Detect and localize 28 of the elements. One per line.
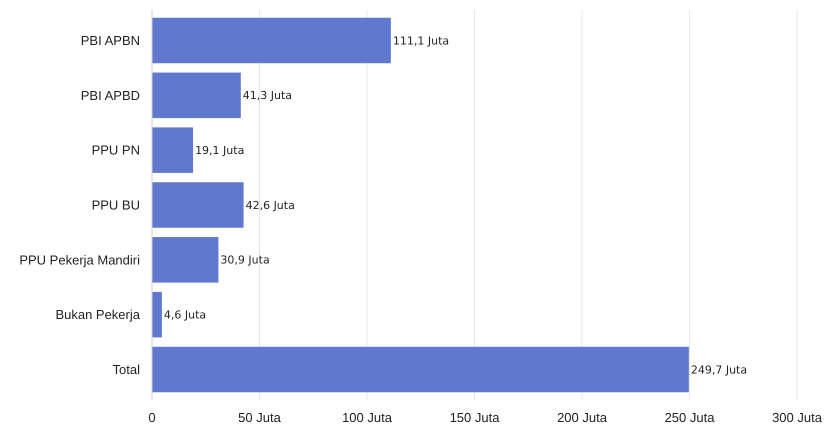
bar (152, 346, 689, 392)
data-label: 4,6 Juta (164, 308, 206, 322)
data-label: 19,1 Juta (195, 144, 244, 158)
bar (152, 237, 218, 283)
x-tick-label: 300 Juta (772, 410, 823, 425)
x-tick-label: 0 (148, 410, 156, 425)
bar (152, 72, 241, 118)
y-tick-label: PPU Pekerja Mandiri (19, 252, 140, 268)
x-tick-label: 150 Juta (450, 410, 500, 425)
data-label: 41,3 Juta (242, 89, 292, 102)
y-tick-label: Total (112, 362, 140, 378)
data-label: 42,6 Juta (246, 198, 295, 212)
data-label: 30,9 Juta (220, 254, 270, 267)
x-tick-label: 200 Juta (557, 410, 608, 425)
y-tick-label: PPU BU (92, 198, 140, 213)
y-tick-label: PPU PN (92, 142, 140, 158)
bar (152, 127, 194, 173)
data-label: 249,7 Juta (690, 363, 748, 376)
y-tick-label: Bukan Pekerja (55, 307, 141, 322)
bar (152, 18, 391, 64)
y-tick-label: PBI APBN (80, 33, 140, 48)
x-tick-label: 250 Juta (664, 410, 716, 425)
y-tick-label: PBI APBD (80, 88, 140, 103)
data-label: 111,1 Juta (392, 34, 450, 48)
x-tick-label: 50 Juta (238, 410, 282, 425)
x-tick-label: 100 Juta (342, 410, 393, 425)
bar (152, 182, 244, 228)
bar (152, 292, 162, 338)
